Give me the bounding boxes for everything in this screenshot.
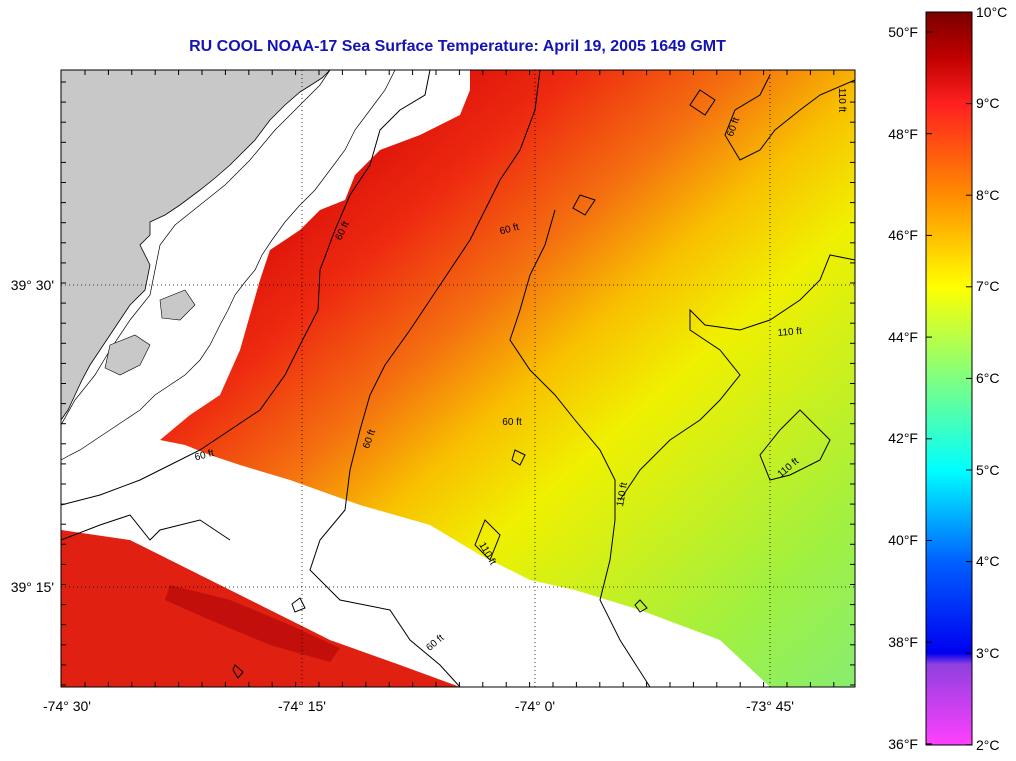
colorbar-celsius-label: 3°C [976, 645, 1000, 661]
y-tick-label: 39° 30' [11, 277, 54, 293]
colorbar-celsius-label: 5°C [976, 462, 1000, 478]
sst-field-southwest-dark [165, 585, 340, 662]
colorbar-fahrenheit-label: 48°F [888, 126, 918, 142]
colorbar-fahrenheit-labels: 50°F 48°F 46°F 44°F 42°F 40°F 38°F 36°F [888, 24, 918, 752]
colorbar-celsius-label: 7°C [976, 278, 1000, 294]
sst-field-main [160, 70, 855, 687]
bathymetry-contours [61, 70, 855, 687]
colorbar-celsius-label: 9°C [976, 95, 1000, 111]
sst-field-southwest [61, 530, 460, 687]
colorbar-fahrenheit-label: 36°F [888, 736, 918, 752]
x-tick-label: -73° 45' [746, 698, 794, 714]
no-data-area-south [61, 455, 770, 687]
colorbar-fahrenheit-label: 44°F [888, 329, 918, 345]
contour-label: 110 ft [615, 481, 630, 507]
colorbar [925, 11, 973, 746]
colorbar-fahrenheit-label: 50°F [888, 24, 918, 40]
x-axis: -74° 30' -74° 15' -74° 0' -73° 45' [43, 698, 794, 714]
colorbar-celsius-label: 4°C [976, 553, 1000, 569]
colorbar-celsius-labels: 10°C 9°C 8°C 7°C 6°C 5°C 4°C 3°C 2°C [976, 4, 1007, 753]
colorbar-fahrenheit-label: 38°F [888, 634, 918, 650]
colorbar-fahrenheit-label: 40°F [888, 532, 918, 548]
colorbar-fahrenheit-label: 46°F [888, 227, 918, 243]
colorbar-celsius-label: 6°C [976, 370, 1000, 386]
x-tick-label: -74° 15' [278, 698, 326, 714]
x-tick-label: -74° 30' [43, 698, 91, 714]
graticule [61, 70, 855, 687]
contour-label: 110 ft [836, 88, 847, 112]
barrier-island-marsh [159, 289, 196, 321]
contour-label: 60 ft [194, 448, 216, 464]
contour-label: 110 ft [777, 326, 802, 339]
land-new-jersey [61, 70, 331, 421]
barrier-island-north [61, 70, 396, 461]
colorbar-fahrenheit-label: 42°F [888, 430, 918, 446]
y-axis: 39° 30' 39° 15' [11, 277, 54, 595]
colorbar-celsius-label: 8°C [976, 187, 1000, 203]
contour-label: 60 ft [499, 222, 521, 238]
map-title: RU COOL NOAA-17 Sea Surface Temperature:… [189, 38, 726, 55]
x-tick-label: -74° 0' [515, 698, 555, 714]
barrier-island-marsh [104, 334, 151, 376]
contour-label: 60 ft [502, 417, 522, 428]
colorbar-celsius-label: 2°C [976, 737, 1000, 753]
colorbar-celsius-label: 10°C [976, 4, 1007, 20]
y-tick-label: 39° 15' [11, 579, 54, 595]
map-frame [60, 69, 856, 688]
